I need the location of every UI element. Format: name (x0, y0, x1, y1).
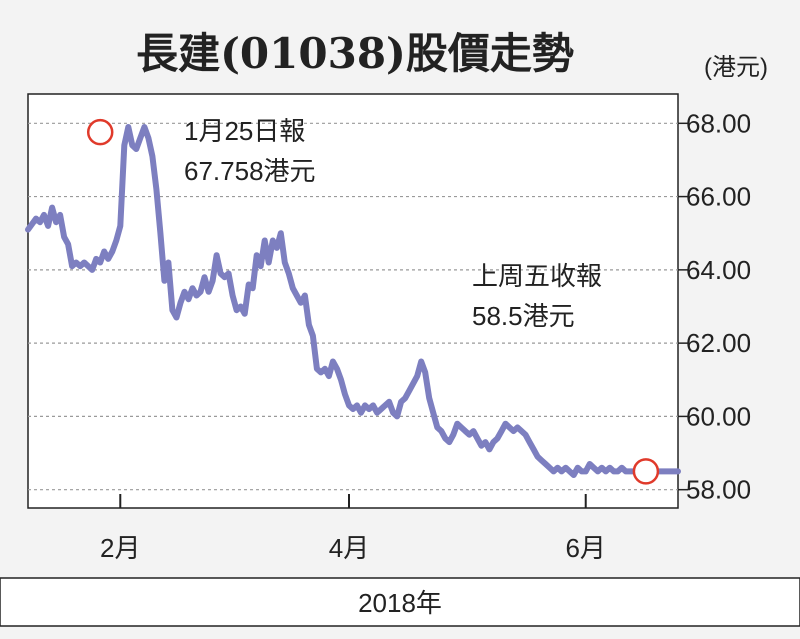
year-bar (0, 577, 800, 627)
y-tick-label: 66.00 (686, 182, 751, 212)
annotation-marker (632, 458, 660, 485)
y-tick-label: 62.00 (686, 328, 751, 358)
plot-area (27, 93, 679, 509)
price-series-line (25, 124, 681, 478)
year-label: 2018年 (358, 588, 442, 618)
chart-title: 長建(01038)股價走勢 (136, 29, 574, 78)
annotation-high: 1月25日報 67.758港元 (184, 116, 316, 186)
annotation-close-line1: 上周五收報 (472, 261, 602, 291)
x-axis-ticks: 2月 4月 6月 (100, 494, 606, 563)
annotation-close-line2: 58.5港元 (472, 301, 575, 331)
annotation-high-line1: 1月25日報 (184, 116, 305, 146)
unit-label: (港元) (704, 54, 768, 81)
grid-lines (28, 122, 678, 491)
y-tick-label: 64.00 (686, 255, 751, 285)
annotation-high-line2: 67.758港元 (184, 156, 316, 186)
x-tick-label: 2月 (100, 533, 140, 563)
y-tick-label: 60.00 (686, 401, 751, 431)
annotation-close: 上周五收報 58.5港元 (472, 261, 602, 331)
x-tick-label: 6月 (565, 533, 605, 563)
y-tick-label: 68.00 (686, 108, 751, 138)
markers (86, 118, 660, 485)
x-tick-label: 4月 (329, 533, 369, 563)
y-axis-ticks: 58.00 60.00 62.00 64.00 66.00 68.00 (678, 108, 751, 505)
annotation-marker (86, 118, 114, 146)
price-line (25, 124, 681, 478)
y-tick-label: 58.00 (686, 475, 751, 505)
